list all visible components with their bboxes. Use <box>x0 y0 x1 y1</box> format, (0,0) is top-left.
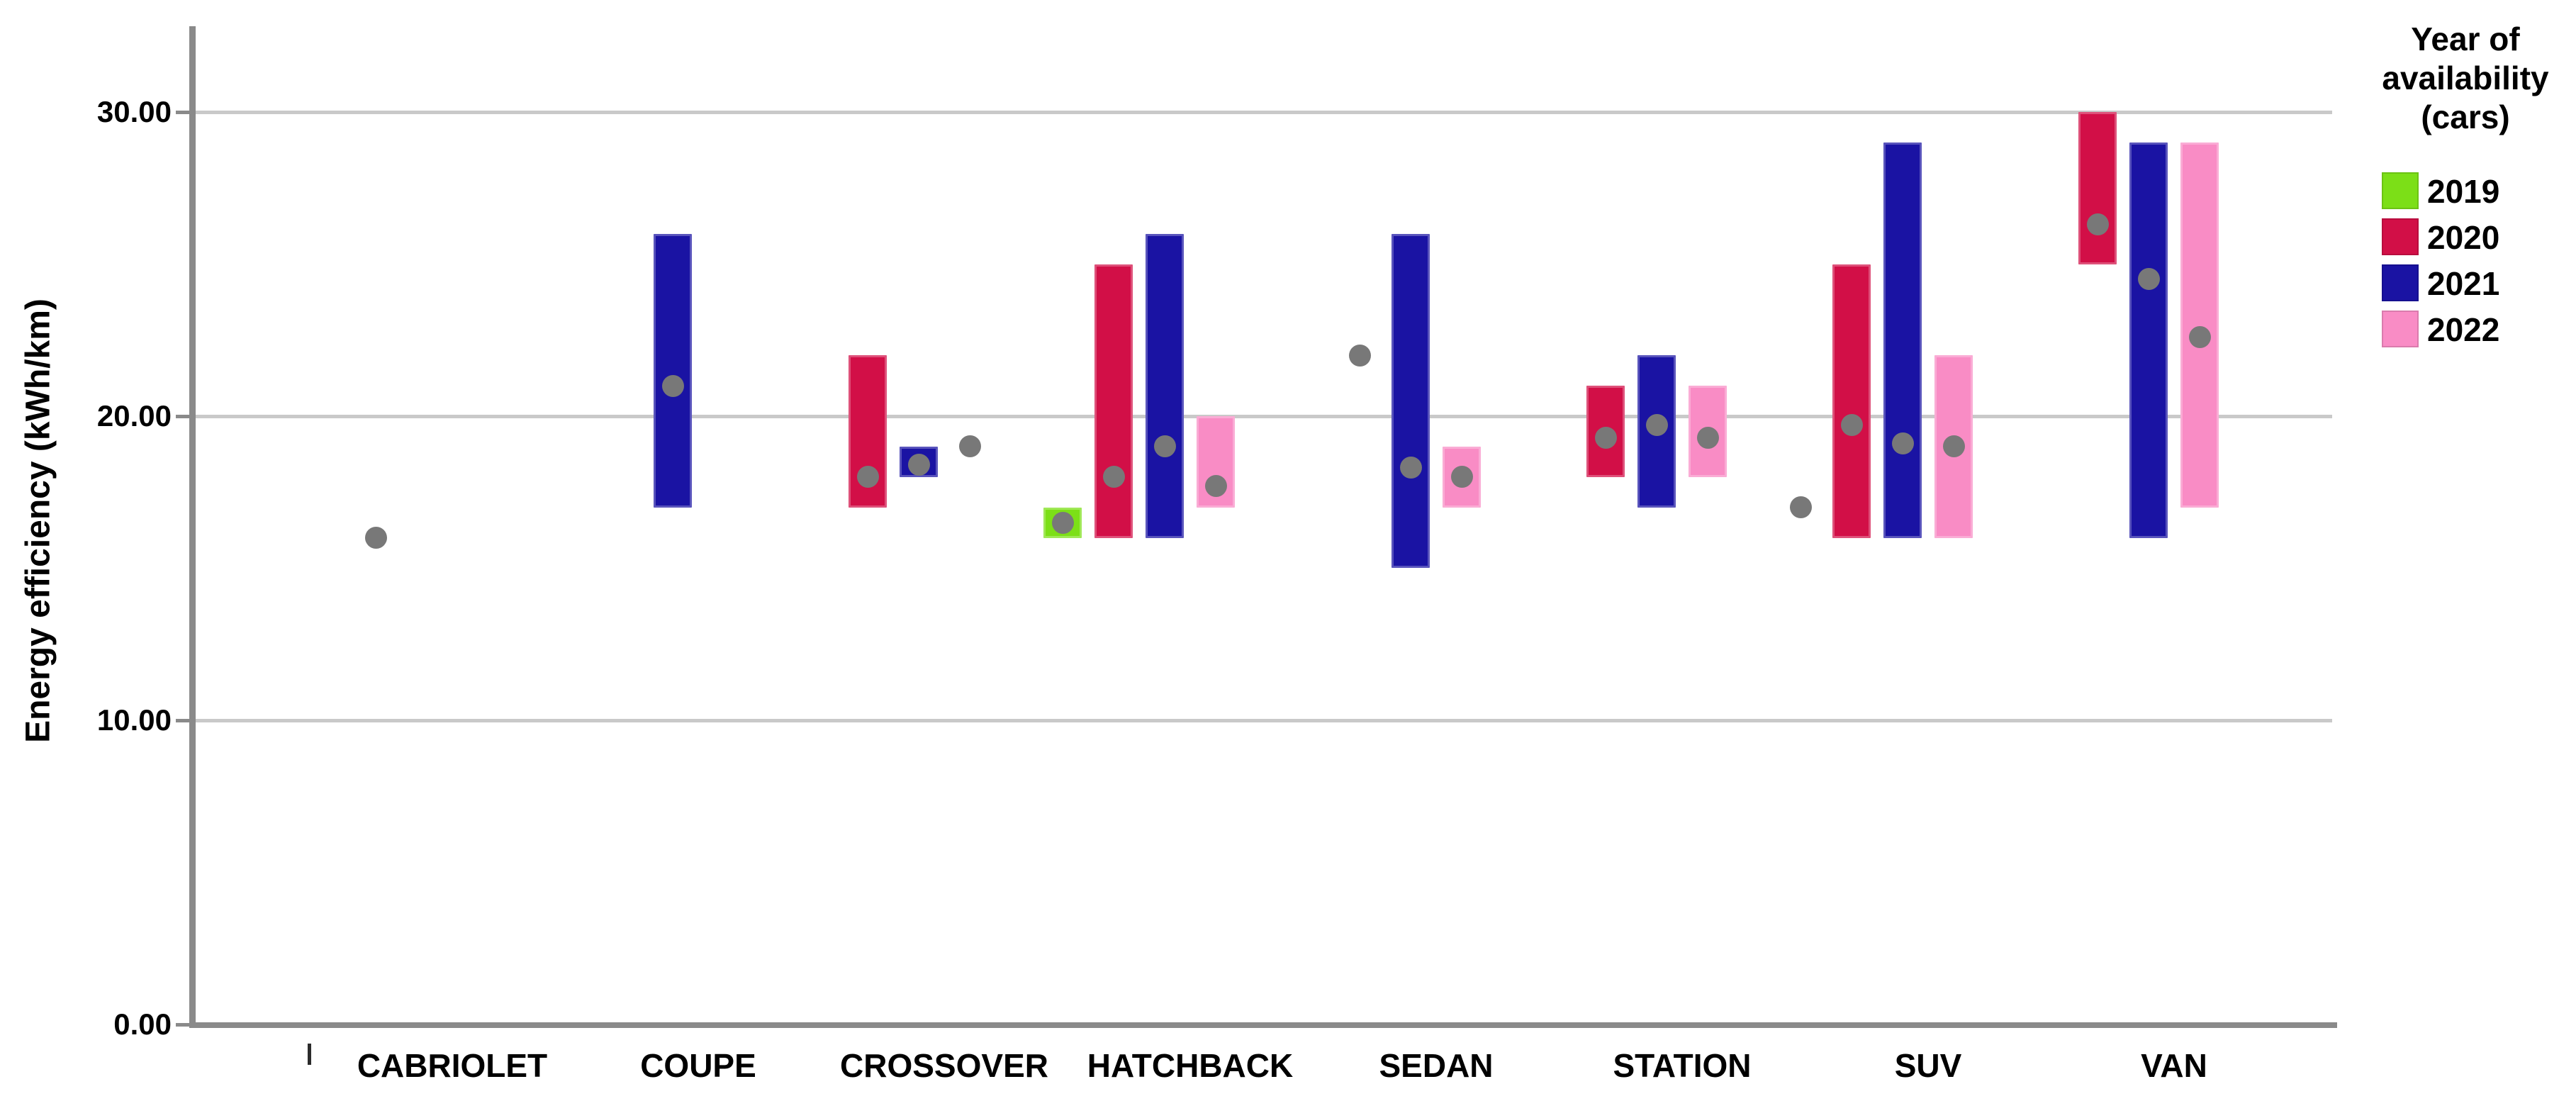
gridline-20.00 <box>193 414 2332 418</box>
range-bar-van-2022 <box>2180 142 2219 508</box>
range-bar-coupe-2021 <box>654 233 692 508</box>
mean-marker-hatchback-2019 <box>1051 511 1074 534</box>
legend-swatch-2022 <box>2382 311 2419 347</box>
legend-swatch-2019 <box>2382 172 2419 209</box>
mean-marker-cabriolet-2020 <box>364 527 387 549</box>
x-tick-label-crossover: CROSSOVER <box>840 1047 1048 1084</box>
mean-marker-suv-2021 <box>1891 432 1914 455</box>
mean-marker-suv-2020 <box>1840 414 1863 437</box>
y-tick-label-10.00: 10.00 <box>96 703 172 737</box>
mean-marker-crossover-2022 <box>958 435 981 458</box>
range-bar-van-2021 <box>2129 142 2168 538</box>
mean-marker-van-2020 <box>2086 213 2109 236</box>
legend-swatch-2020 <box>2382 218 2419 255</box>
x-tick-label-coupe: COUPE <box>640 1047 756 1084</box>
x-tick-label-sedan: SEDAN <box>1379 1047 1494 1084</box>
mean-marker-sedan-2020 <box>1348 344 1371 367</box>
mean-marker-sedan-2022 <box>1450 466 1473 488</box>
x-axis-line <box>189 1022 2337 1028</box>
y-axis-tick-10.00 <box>176 718 191 722</box>
mean-marker-crossover-2020 <box>856 466 879 488</box>
mean-marker-hatchback-2021 <box>1153 435 1176 458</box>
range-bar-van-2020 <box>2078 112 2117 264</box>
legend-label-2021: 2021 <box>2427 265 2500 302</box>
gridline-10.00 <box>193 718 2332 722</box>
range-bar-suv-2021 <box>1883 142 1922 538</box>
legend-swatch-2021 <box>2382 264 2419 301</box>
x-tick-label-van: VAN <box>2141 1047 2207 1084</box>
range-bar-hatchback-2020 <box>1094 264 1133 538</box>
legend-label-2020: 2020 <box>2427 219 2500 256</box>
range-bar-sedan-2021 <box>1391 233 1430 569</box>
x-tick-label-suv: SUV <box>1894 1047 1962 1084</box>
y-tick-label-0.00: 0.00 <box>113 1007 172 1041</box>
y-tick-label-20.00: 20.00 <box>96 399 172 432</box>
x-tick-label-hatchback: HATCHBACK <box>1087 1047 1294 1084</box>
range-bar-hatchback-2021 <box>1146 233 1184 538</box>
mean-marker-station-2021 <box>1645 414 1668 437</box>
legend-label-2022: 2022 <box>2427 311 2500 348</box>
y-axis-tick-0.00 <box>176 1022 191 1027</box>
mean-marker-sedan-2021 <box>1399 457 1422 479</box>
range-bar-suv-2020 <box>1832 264 1871 538</box>
mean-marker-van-2021 <box>2137 268 2160 291</box>
mean-marker-suv-2019 <box>1789 496 1812 519</box>
mean-marker-van-2022 <box>2188 325 2211 348</box>
x-tick-label-cabriolet: CABRIOLET <box>357 1047 548 1084</box>
mean-marker-crossover-2021 <box>907 454 930 476</box>
y-tick-label-30.00: 30.00 <box>96 95 172 128</box>
mean-marker-hatchback-2022 <box>1204 475 1227 498</box>
mean-marker-suv-2022 <box>1942 435 1965 458</box>
legend-title-line: (cars) <box>2421 99 2510 135</box>
y-axis-tick-30.00 <box>176 110 191 114</box>
mean-marker-station-2022 <box>1696 426 1719 449</box>
mean-marker-station-2020 <box>1594 426 1617 449</box>
x-tick-label-station: STATION <box>1613 1047 1752 1084</box>
legend: Year of availability (cars) <box>2355 20 2576 137</box>
gridline-30.00 <box>193 110 2332 114</box>
category-axis-tick <box>308 1044 311 1065</box>
y-axis-tick-20.00 <box>176 414 191 418</box>
legend-title: Year of availability (cars) <box>2355 20 2576 137</box>
mean-marker-coupe-2021 <box>661 374 684 397</box>
y-axis-line <box>189 26 196 1027</box>
mean-marker-hatchback-2020 <box>1102 466 1125 488</box>
legend-title-line: availability <box>2382 60 2549 96</box>
legend-label-2019: 2019 <box>2427 173 2500 210</box>
legend-title-line: Year of <box>2411 21 2520 57</box>
